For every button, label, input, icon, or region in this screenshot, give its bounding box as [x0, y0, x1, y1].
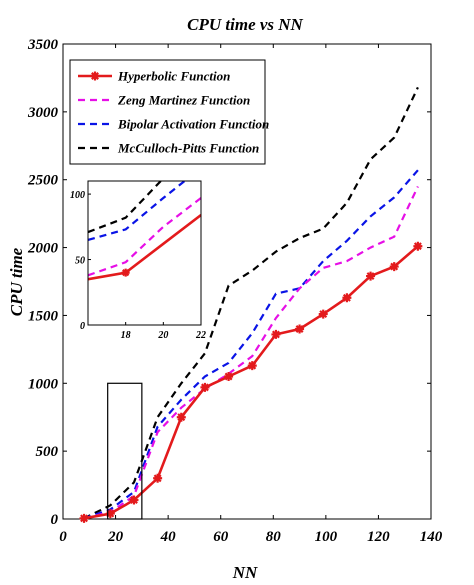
inset-y-tick-label: 0	[80, 321, 85, 332]
inset-series-line-2	[88, 181, 187, 241]
y-tick-label: 1000	[28, 376, 59, 392]
data-point	[389, 262, 399, 272]
zoom-rectangle	[107, 382, 143, 520]
x-tick-label: 40	[160, 529, 177, 545]
legend-label-3: McCulloch-Pitts Function	[117, 141, 259, 156]
data-point	[224, 372, 234, 381]
legend-label-0: Hyperbolic Function	[117, 69, 230, 84]
chart-title: CPU time vs NN	[187, 15, 303, 34]
plot-frame	[62, 43, 432, 520]
inset-series-line-1	[88, 197, 201, 277]
data-point	[176, 412, 186, 422]
inset-x-tick-label: 20	[157, 330, 168, 341]
legend-marker	[90, 71, 100, 81]
x-tick-label: 0	[59, 529, 67, 545]
zoom-region-box	[107, 382, 143, 520]
data-point	[342, 293, 352, 303]
data-point	[79, 513, 89, 523]
x-tick-label: 80	[266, 529, 282, 545]
x-tick-label: 20	[107, 529, 124, 545]
data-point	[129, 495, 139, 505]
data-point	[295, 324, 305, 334]
legend: Hyperbolic Function Zeng Martinez Functio…	[69, 59, 269, 165]
y-tick-label: 3500	[27, 37, 59, 53]
inset-y-tick-label: 50	[75, 256, 85, 267]
data-point	[247, 361, 257, 371]
y-tick-label: 2500	[27, 173, 59, 189]
data-point	[200, 382, 210, 392]
y-axis-label: CPU time	[7, 247, 26, 316]
inset-x-tick-label: 18	[121, 330, 131, 341]
x-tick-label: 120	[367, 529, 390, 545]
x-tick-label: 140	[420, 529, 443, 545]
data-point	[153, 473, 163, 483]
inset-series-line-0	[88, 213, 201, 281]
x-tick-label: 100	[315, 529, 338, 545]
x-tick-label: 60	[213, 529, 229, 545]
data-point	[105, 509, 115, 519]
y-tick-label: 0	[51, 512, 59, 528]
inset-plot: 18 20 22 0 50 100	[70, 180, 206, 341]
y-tick-label: 3000	[27, 105, 59, 121]
legend-label-1: Zeng Martinez Function	[117, 93, 250, 108]
inset-y-tick-label: 100	[70, 190, 85, 201]
legend-box	[69, 59, 266, 165]
y-tick-label: 500	[36, 444, 59, 460]
legend-label-2: Bipolar Activation Function	[117, 117, 269, 132]
inset-x-tick-label: 22	[195, 330, 206, 341]
data-point	[366, 271, 376, 281]
data-point	[318, 309, 328, 319]
y-tick-label: 1500	[28, 308, 59, 324]
inset-data-point	[121, 268, 130, 277]
inset-lines	[88, 181, 201, 281]
y-tick-label: 2000	[27, 241, 59, 257]
inset-background	[88, 181, 201, 325]
data-point	[413, 241, 423, 251]
inset-frame	[87, 180, 202, 326]
series-line-2	[83, 169, 419, 520]
x-axis-label: NN	[232, 563, 258, 582]
data-point	[271, 329, 281, 339]
